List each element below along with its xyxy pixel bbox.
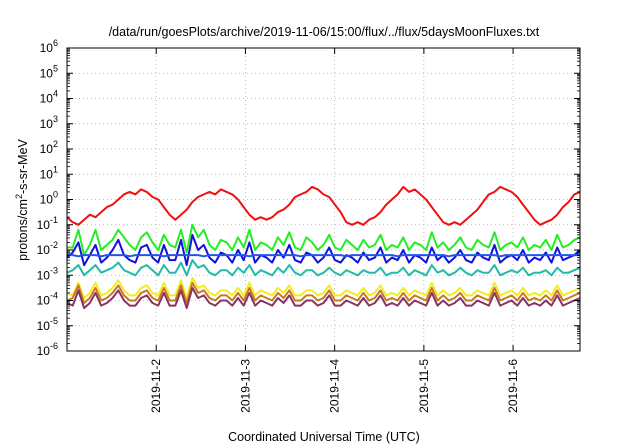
- grid: [67, 48, 580, 351]
- y-tick-label-base: 10: [40, 117, 54, 131]
- y-tick-label-exp: -1: [50, 215, 58, 225]
- series-line-6: [66, 276, 581, 299]
- series-line-3: [66, 233, 581, 267]
- y-tick-label-base: 10: [37, 218, 51, 232]
- y-tick-label-exp: 3: [53, 114, 58, 124]
- series-line-1: [66, 185, 581, 226]
- y-tick-label-exp: 1: [53, 164, 58, 174]
- x-tick-label: 2019-11-3: [238, 359, 252, 413]
- y-tick-label: 10-1: [37, 215, 58, 232]
- series-line-4: [67, 254, 580, 258]
- y-tick-label-exp: -2: [50, 240, 58, 250]
- series-line-2: [67, 223, 581, 257]
- series-line-8: [66, 286, 581, 310]
- y-tick-label-exp: 0: [53, 190, 58, 200]
- y-tick-label: 10-4: [37, 291, 58, 308]
- chart-title: /data/run/goesPlots/archive/2019-11-06/1…: [109, 25, 540, 39]
- y-axis-label-sup: 2: [14, 194, 24, 199]
- y-tick-label-base: 10: [37, 243, 51, 257]
- y-tick-label: 103: [40, 114, 58, 131]
- y-tick-label-base: 10: [37, 319, 51, 333]
- y-tick-label: 106: [40, 38, 58, 55]
- y-tick-label-exp: 2: [53, 139, 58, 149]
- y-tick-label-base: 10: [37, 294, 51, 308]
- y-tick-label-exp: -3: [50, 265, 58, 275]
- series-line-7: [66, 281, 581, 304]
- y-tick-label-base: 10: [40, 167, 54, 181]
- y-tick-label-base: 10: [40, 66, 54, 80]
- y-tick-label-base: 10: [40, 193, 54, 207]
- y-tick-label-exp: 6: [53, 38, 58, 48]
- y-tick-label: 105: [40, 63, 58, 80]
- y-axis-label-main: protons/cm: [16, 199, 30, 261]
- y-tick-label-exp: -4: [50, 291, 58, 301]
- y-axis-label: protons/cm2-s-sr-MeV: [14, 138, 30, 260]
- y-tick-label: 104: [40, 89, 58, 106]
- y-axis: 10-610-510-410-310-210-11001011021031041…: [37, 38, 580, 358]
- y-tick-label: 102: [40, 139, 58, 156]
- y-tick-label-base: 10: [37, 344, 51, 358]
- y-tick-label-exp: 4: [53, 89, 58, 99]
- x-axis: 2019-11-2 2019-11-3 2019-11-4 2019-11-5 2019…: [149, 48, 520, 413]
- x-axis-label: Coordinated Universal Time (UTC): [228, 430, 420, 444]
- y-tick-label: 10-5: [37, 316, 58, 333]
- y-tick-label: 10-2: [37, 240, 58, 257]
- series-layer: [66, 185, 581, 310]
- y-tick-label-exp: -6: [50, 341, 58, 351]
- x-tick-label: 2019-11-2: [149, 359, 163, 413]
- x-tick-label: 2019-11-5: [417, 359, 431, 413]
- y-tick-label: 10-3: [37, 265, 58, 282]
- y-tick-label-base: 10: [40, 41, 54, 55]
- x-tick-label: 2019-11-4: [328, 359, 342, 413]
- x-tick-label: 2019-11-6: [506, 359, 520, 413]
- y-tick-label: 10-6: [37, 341, 58, 358]
- y-tick-label-exp: 5: [53, 63, 58, 73]
- y-tick-label-base: 10: [37, 268, 51, 282]
- y-tick-label-base: 10: [40, 142, 54, 156]
- y-tick-label-base: 10: [40, 92, 54, 106]
- series-line-5: [66, 259, 581, 277]
- y-tick-label-exp: -5: [50, 316, 58, 326]
- y-axis-label-rest: -s-sr-MeV: [16, 138, 30, 194]
- y-tick-label: 101: [40, 164, 58, 181]
- y-tick-label: 100: [40, 190, 58, 207]
